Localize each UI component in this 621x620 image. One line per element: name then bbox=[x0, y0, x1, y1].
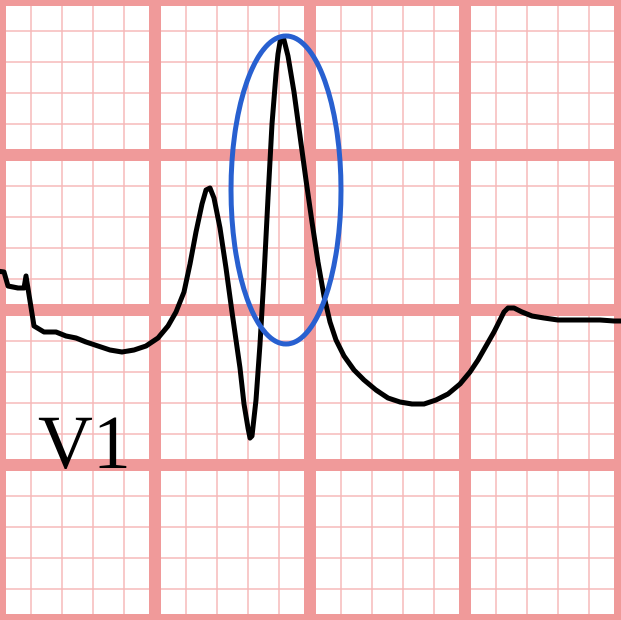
ecg-diagram: V1 bbox=[0, 0, 621, 620]
ecg-svg: V1 bbox=[0, 0, 621, 620]
lead-label: V1 bbox=[38, 401, 131, 485]
